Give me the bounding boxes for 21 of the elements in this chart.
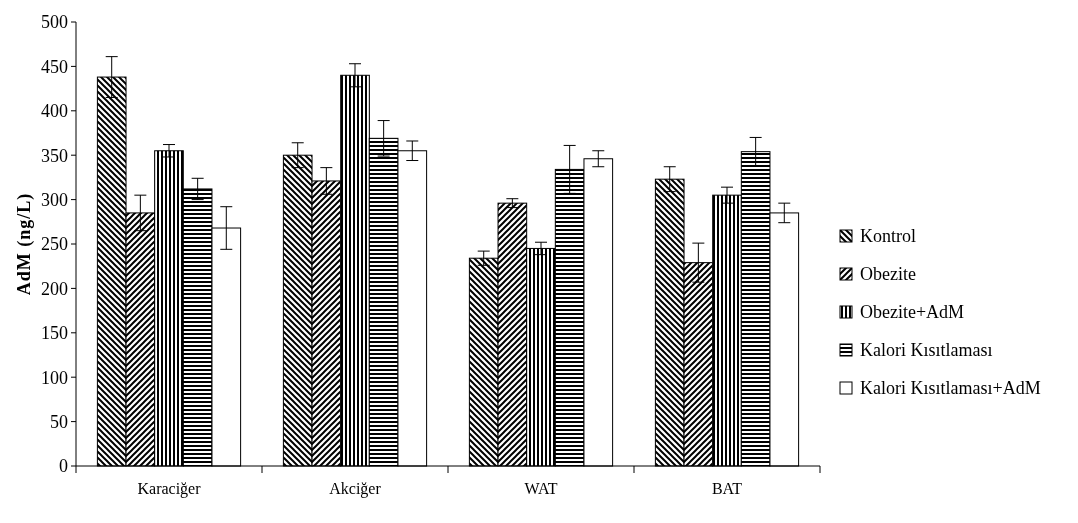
legend-label: Obezite+AdM: [860, 302, 965, 323]
y-tick-label: 50: [50, 411, 68, 432]
x-tick-label: WAT: [524, 480, 558, 497]
y-tick-label: 350: [41, 145, 68, 166]
x-tick-label: Karaciğer: [137, 480, 202, 498]
y-tick-label: 200: [41, 278, 68, 299]
y-tick-label: 450: [41, 56, 68, 77]
y-axis-title: AdM (ng/L): [14, 192, 35, 296]
x-tick-label: Akciğer: [329, 480, 382, 498]
legend-label: Kalori Kısıtlaması: [860, 340, 993, 361]
y-tick-label: 500: [41, 12, 68, 33]
y-tick-label: 150: [41, 323, 68, 344]
x-tick-label: BAT: [711, 480, 743, 497]
legend-label: Kalori Kısıtlaması+AdM: [860, 378, 1041, 399]
legend-label: Obezite: [860, 264, 916, 285]
y-tick-label: 0: [59, 456, 68, 477]
y-tick-label: 400: [41, 101, 68, 122]
y-tick-label: 100: [41, 367, 68, 388]
y-tick-label: 250: [41, 234, 68, 255]
y-tick-label: 300: [41, 189, 68, 210]
legend-label: Kontrol: [860, 226, 916, 247]
